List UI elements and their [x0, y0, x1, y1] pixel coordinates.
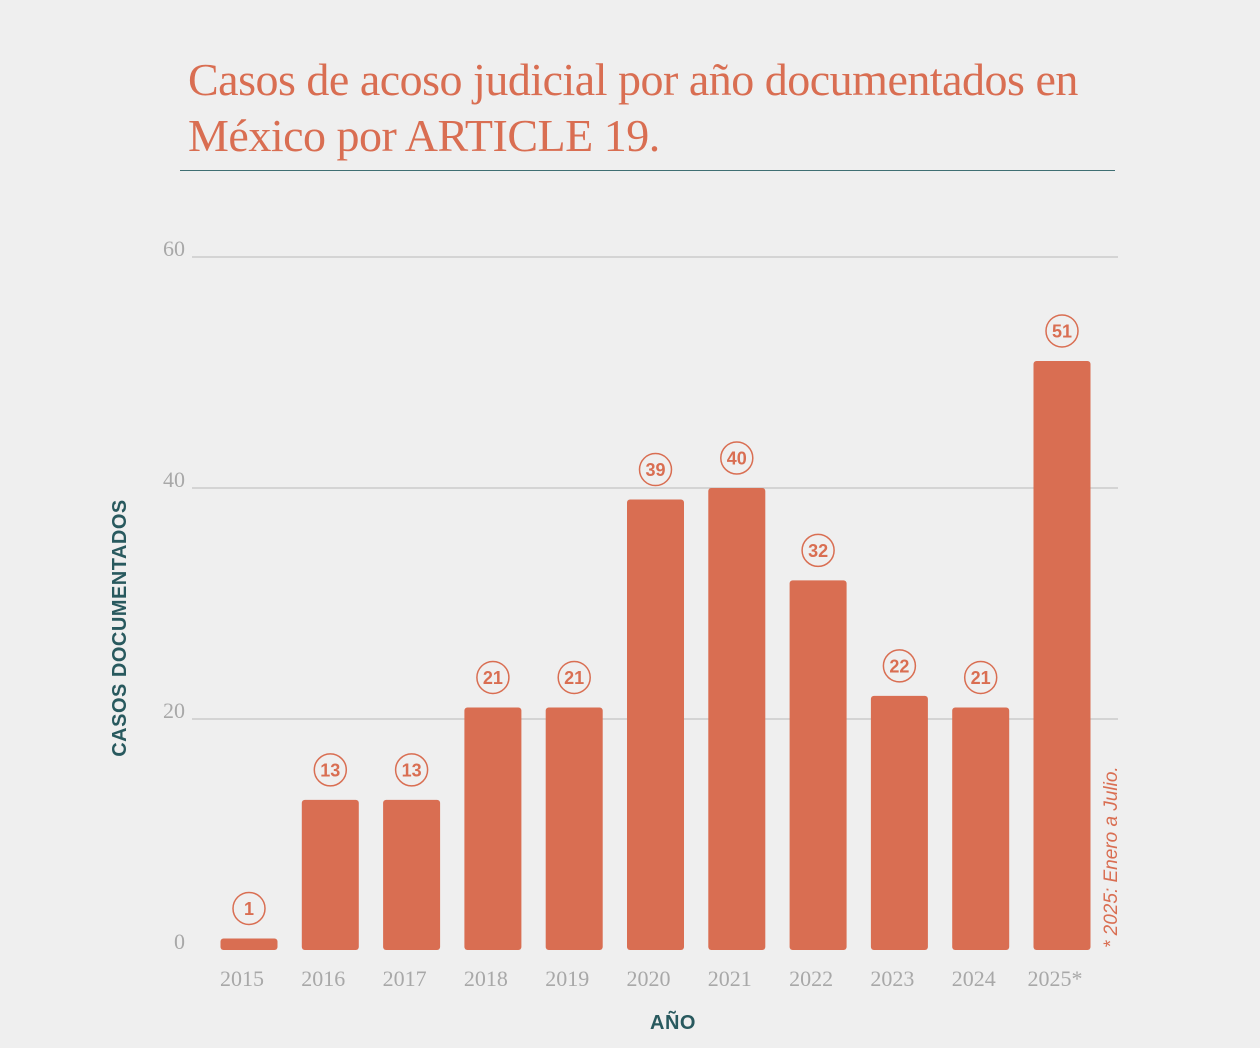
x-axis-title: AÑO — [650, 1011, 696, 1034]
value-label-circle — [801, 533, 835, 568]
value-label-text: 1 — [244, 899, 254, 919]
value-label-circle — [394, 753, 429, 787]
value-label: 13 — [313, 753, 348, 787]
bar-2020 — [627, 499, 684, 950]
bar-2019 — [545, 707, 603, 950]
value-label-text: 13 — [320, 760, 340, 780]
value-label-text: 21 — [483, 668, 503, 688]
value-label: 21 — [557, 660, 591, 695]
x-tick-label: 2020 — [627, 966, 671, 991]
value-label: 1 — [232, 891, 266, 926]
y-tick-label: 60 — [163, 236, 185, 261]
x-tick-label: 2018 — [464, 966, 508, 991]
value-label-text: 40 — [727, 449, 747, 469]
value-label-text: 13 — [402, 760, 422, 780]
value-label: 51 — [1045, 314, 1079, 348]
value-label: 40 — [720, 441, 754, 475]
bars — [220, 360, 1091, 950]
value-label-text: 39 — [645, 460, 665, 480]
bar-2018 — [464, 707, 522, 950]
bar-2016 — [301, 799, 359, 950]
bar-2015 — [220, 938, 278, 950]
bar-2017 — [383, 799, 441, 950]
bar-2023 — [870, 695, 928, 950]
x-tick-labels: 2015 2016 2017 2018 2019 2020 2021 2022 2023 2024… — [220, 966, 1083, 991]
value-label-circle — [232, 891, 266, 926]
x-tick-label: 2016 — [301, 966, 345, 991]
y-tick-labels: 0 20 40 60 — [163, 236, 185, 954]
value-label-text: 51 — [1052, 321, 1072, 341]
x-tick-label: 2019 — [545, 966, 589, 991]
x-tick-label: 2023 — [870, 966, 914, 991]
x-tick-label: 2025* — [1028, 966, 1083, 991]
value-label: 21 — [476, 660, 510, 695]
value-labels: 1 13 13 21 21 39 40 32 22 21 51 — [232, 314, 1079, 926]
value-label-text: 32 — [808, 541, 828, 561]
value-label: 21 — [963, 660, 998, 695]
value-label-text: 22 — [889, 656, 909, 676]
x-tick-label: 2015 — [220, 966, 264, 991]
y-tick-label: 40 — [163, 467, 185, 492]
chart-title: Casos de acoso judicial por año document… — [188, 54, 1078, 161]
value-label: 13 — [394, 753, 429, 787]
value-label-circle — [963, 660, 998, 695]
bar-2021 — [708, 488, 766, 950]
value-label: 22 — [882, 649, 917, 683]
x-tick-label: 2022 — [789, 966, 833, 991]
title-divider — [180, 170, 1115, 171]
value-label-circle — [1045, 314, 1079, 348]
value-label-circle — [638, 452, 673, 487]
bar-2025 — [1033, 360, 1091, 950]
x-tick-label: 2017 — [383, 966, 427, 991]
value-label-circle — [720, 441, 754, 475]
value-label-circle — [882, 649, 917, 683]
x-tick-label: 2021 — [708, 966, 752, 991]
y-axis-title: CASOS DOCUMENTADOS — [109, 499, 131, 757]
bar-2024 — [952, 707, 1010, 950]
y-tick-label: 20 — [163, 698, 185, 723]
y-tick-label: 0 — [174, 929, 185, 954]
value-label-text: 21 — [564, 668, 584, 688]
value-label-circle — [476, 660, 510, 695]
bar-2022 — [789, 580, 847, 950]
x-tick-label: 2024 — [952, 966, 996, 991]
value-label-text: 21 — [971, 668, 991, 688]
value-label-circle — [557, 660, 591, 695]
footnote: * 2025: Enero a Julio. — [1101, 766, 1122, 948]
value-label-circle — [313, 753, 348, 787]
value-label: 32 — [801, 533, 835, 568]
value-label: 39 — [638, 452, 673, 487]
